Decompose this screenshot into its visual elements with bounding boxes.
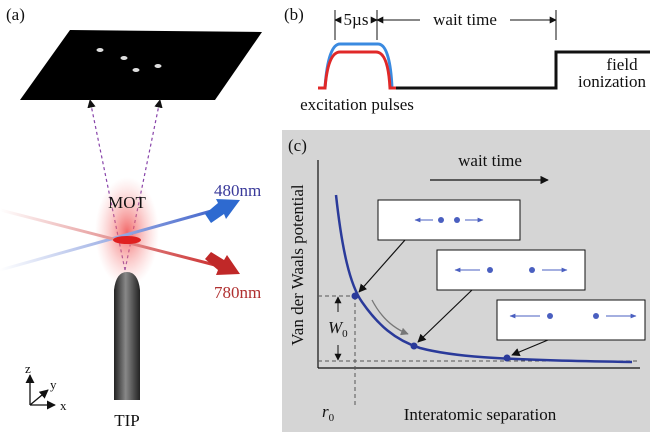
beam-label: 480nm [214,181,261,200]
atom-pair-box [437,250,585,290]
atom-pair-box [378,200,520,240]
mot-label: MOT [108,193,146,212]
detector-screen [20,30,262,100]
panel-label: (b) [284,5,304,24]
panel-c: (c) Van der Waals potential Interatomic … [282,130,650,432]
atom-pair-box-part [529,267,535,273]
wait-label: wait time [433,10,497,29]
panel-b: (b) 5µs wait time field ionization excit… [284,5,650,114]
atom-pair-box-part [497,300,645,340]
atom-pair-box-part [593,313,599,319]
panel-a: (a) MOT 480nm 780nm TIP z y x [0,5,262,430]
axis-letter: x [60,398,67,413]
y-axis-label: Van der Waals potential [288,184,307,345]
screen-dots-part [155,64,162,68]
curve-points-part [352,293,359,300]
screen-dots-part [97,48,104,52]
beam-label: 780nm [214,283,261,302]
blue-arrow [205,199,240,223]
screen-dots-part [133,68,140,72]
axis-letter: y [50,377,57,392]
wait-label: wait time [458,151,522,170]
atom-pair-box-part [378,200,520,240]
figure: (a) MOT 480nm 780nm TIP z y x (b) 5µs wa… [0,0,654,435]
atom-pair-box [497,300,645,340]
curve-points-part [504,355,511,362]
tip-label: TIP [114,411,140,430]
curve-points-part [411,343,418,350]
r-subscript: 0 [329,412,335,424]
excitation-label: excitation pulses [300,95,414,114]
coordinate-axes-part [30,390,48,405]
tip [114,272,140,400]
w-subscript: 0 [342,328,348,340]
atom-pair-box-part [438,217,444,223]
panel-label: (c) [288,136,307,155]
axis-letter: z [25,361,31,376]
x-axis-label: Interatomic separation [404,405,557,424]
atom-pair-box-part [454,217,460,223]
mot-core [113,236,141,244]
atom-pair-box-part [547,313,553,319]
atom-pair-box-part [487,267,493,273]
panel-label: (a) [6,5,25,24]
pulse-width: 5µs [344,10,369,29]
screen-dots-part [121,56,128,60]
field-label: ionization [578,72,646,91]
